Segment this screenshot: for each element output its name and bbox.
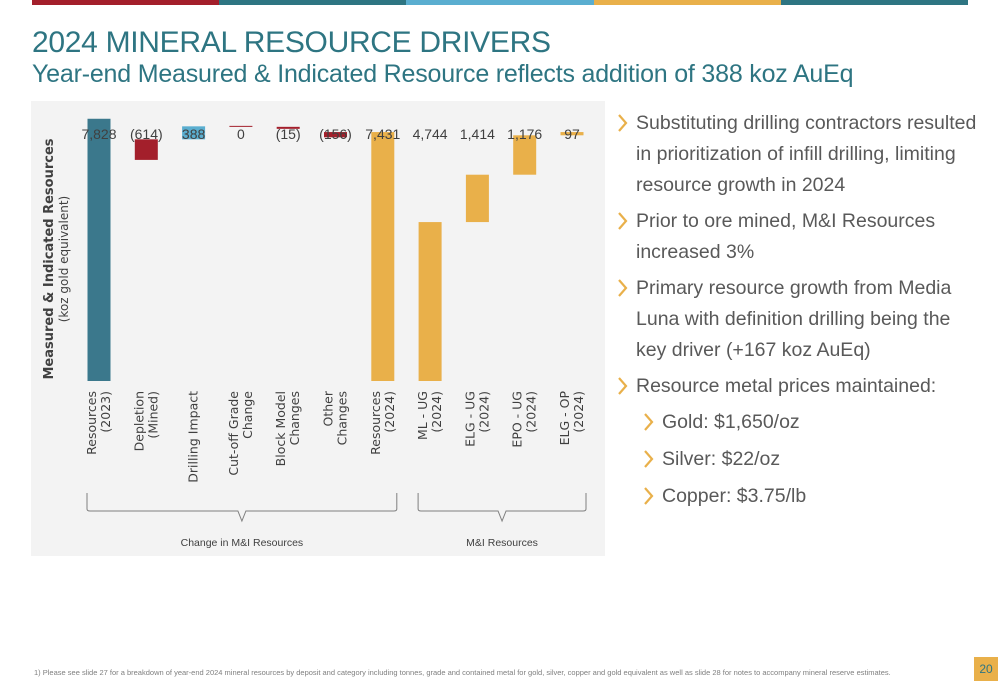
footnote: 1) Please see slide 27 for a breakdown o…: [34, 668, 891, 677]
waterfall-chart: Measured & Indicated Resources (koz gold …: [42, 118, 587, 549]
bar: [418, 222, 442, 381]
tick-label-line: Depletion: [131, 391, 146, 451]
bullet-text: Substituting drilling contractors result…: [636, 112, 977, 196]
chevron-right-icon: [618, 212, 628, 230]
top-color-bar-segment: [406, 0, 594, 5]
group-bracket: [417, 493, 587, 523]
data-label: 7,828: [81, 126, 116, 142]
chevron-right-icon: [644, 450, 654, 468]
data-label: (614): [130, 126, 163, 142]
tick-label-line: Drilling Impact: [186, 391, 201, 483]
bullet-item: Substituting drilling contractors result…: [612, 108, 982, 201]
group-label: Change in M&I Resources: [181, 537, 304, 549]
tick-label-line: (2024): [524, 391, 539, 433]
data-label: 1,176: [507, 126, 542, 142]
tick-label: Depletion(Mined): [131, 391, 160, 451]
bar: [324, 132, 347, 138]
data-label: 0: [237, 126, 245, 142]
sub-bullet-item: Silver: $22/oz: [612, 444, 982, 475]
top-color-bar-segment: [32, 0, 220, 5]
tick-label-line: Block Model: [273, 391, 288, 466]
y-axis-subtitle: (koz gold equivalent): [57, 196, 71, 323]
bar: [182, 126, 206, 140]
tick-label-line: Other: [321, 390, 336, 426]
slide-subtitle: Year-end Measured & Indicated Resource r…: [32, 60, 854, 88]
tick-label-line: Cut-off Grade: [226, 391, 241, 476]
bullet-text: Gold: $1,650/oz: [662, 411, 800, 433]
top-color-bar-segment: [219, 0, 407, 5]
tick-label: OtherChanges: [321, 390, 350, 445]
data-label: 4,744: [413, 126, 448, 142]
bullet-text: Copper: $3.75/lb: [662, 485, 807, 507]
bullet-text: Prior to ore mined, M&I Resources increa…: [636, 210, 936, 263]
data-label: 7,431: [365, 126, 400, 142]
sub-bullet-item: Gold: $1,650/oz: [612, 407, 982, 438]
tick-label-line: (2024): [429, 391, 444, 433]
top-color-bar: [32, 0, 969, 5]
chevron-right-icon: [644, 487, 654, 505]
tick-label: EPO - UG(2024): [510, 391, 539, 448]
chevron-right-icon: [618, 377, 628, 395]
top-color-bar-segment: [593, 0, 781, 5]
chart-panel: Measured & Indicated Resources (koz gold …: [31, 101, 605, 556]
top-color-bar-segment: [780, 0, 969, 5]
bullet-item: Primary resource growth from Media Luna …: [612, 273, 982, 366]
data-label: (156): [319, 126, 352, 142]
data-label: (15): [276, 126, 301, 142]
bullet-item: Prior to ore mined, M&I Resources increa…: [612, 206, 982, 268]
tick-label-line: ELG - OP: [557, 391, 572, 446]
tick-label-line: ELG - UG: [462, 391, 477, 447]
slide-title: 2024 MINERAL RESOURCE DRIVERS: [32, 26, 551, 59]
data-label: 97: [564, 126, 580, 142]
tick-label-line: (Mined): [145, 391, 160, 439]
page-number: 20: [974, 657, 998, 681]
tick-label-line: EPO - UG: [510, 391, 525, 448]
chevron-right-icon: [644, 413, 654, 431]
bar: [560, 132, 584, 136]
bullet-text: Primary resource growth from Media Luna …: [636, 277, 952, 361]
bullet-text: Resource metal prices maintained:: [636, 375, 937, 397]
tick-label: ELG - OP(2024): [557, 391, 586, 446]
y-axis-title: Measured & Indicated Resources: [42, 138, 57, 379]
tick-label-line: Changes: [335, 391, 350, 445]
tick-label: ML - UG(2024): [415, 391, 444, 440]
bullet-text: Silver: $22/oz: [662, 448, 781, 470]
data-label: 388: [182, 126, 206, 142]
group-bracket: [86, 493, 398, 523]
tick-label-line: (2023): [98, 391, 113, 433]
data-label: 1,414: [460, 126, 495, 142]
bar: [87, 118, 111, 382]
tick-label-line: (2024): [476, 391, 491, 433]
tick-label-line: (2024): [382, 391, 397, 433]
bar: [276, 126, 300, 129]
tick-label-line: (2024): [571, 391, 586, 433]
chevron-right-icon: [618, 279, 628, 297]
tick-label-line: Resources: [368, 391, 383, 455]
tick-label: Drilling Impact: [186, 391, 201, 483]
bar: [134, 139, 158, 160]
tick-label-line: Resources: [84, 391, 99, 455]
tick-label: Cut-off GradeChange: [226, 391, 255, 476]
tick-label-line: Changes: [287, 391, 302, 445]
tick-label: ELG - UG(2024): [462, 391, 491, 447]
group-label: M&I Resources: [466, 537, 538, 549]
bar: [513, 135, 537, 175]
tick-label-line: ML - UG: [415, 391, 430, 440]
bullet-list: Substituting drilling contractors result…: [612, 108, 982, 518]
sub-bullet-item: Copper: $3.75/lb: [612, 481, 982, 512]
tick-label: Resources(2023): [84, 391, 113, 455]
tick-label: Block ModelChanges: [273, 391, 302, 466]
bar: [465, 174, 489, 223]
chevron-right-icon: [618, 114, 628, 132]
tick-label-line: Change: [240, 391, 255, 439]
bar: [371, 132, 395, 381]
bullet-item: Resource metal prices maintained:: [612, 371, 982, 402]
tick-label: Resources(2024): [368, 391, 397, 455]
